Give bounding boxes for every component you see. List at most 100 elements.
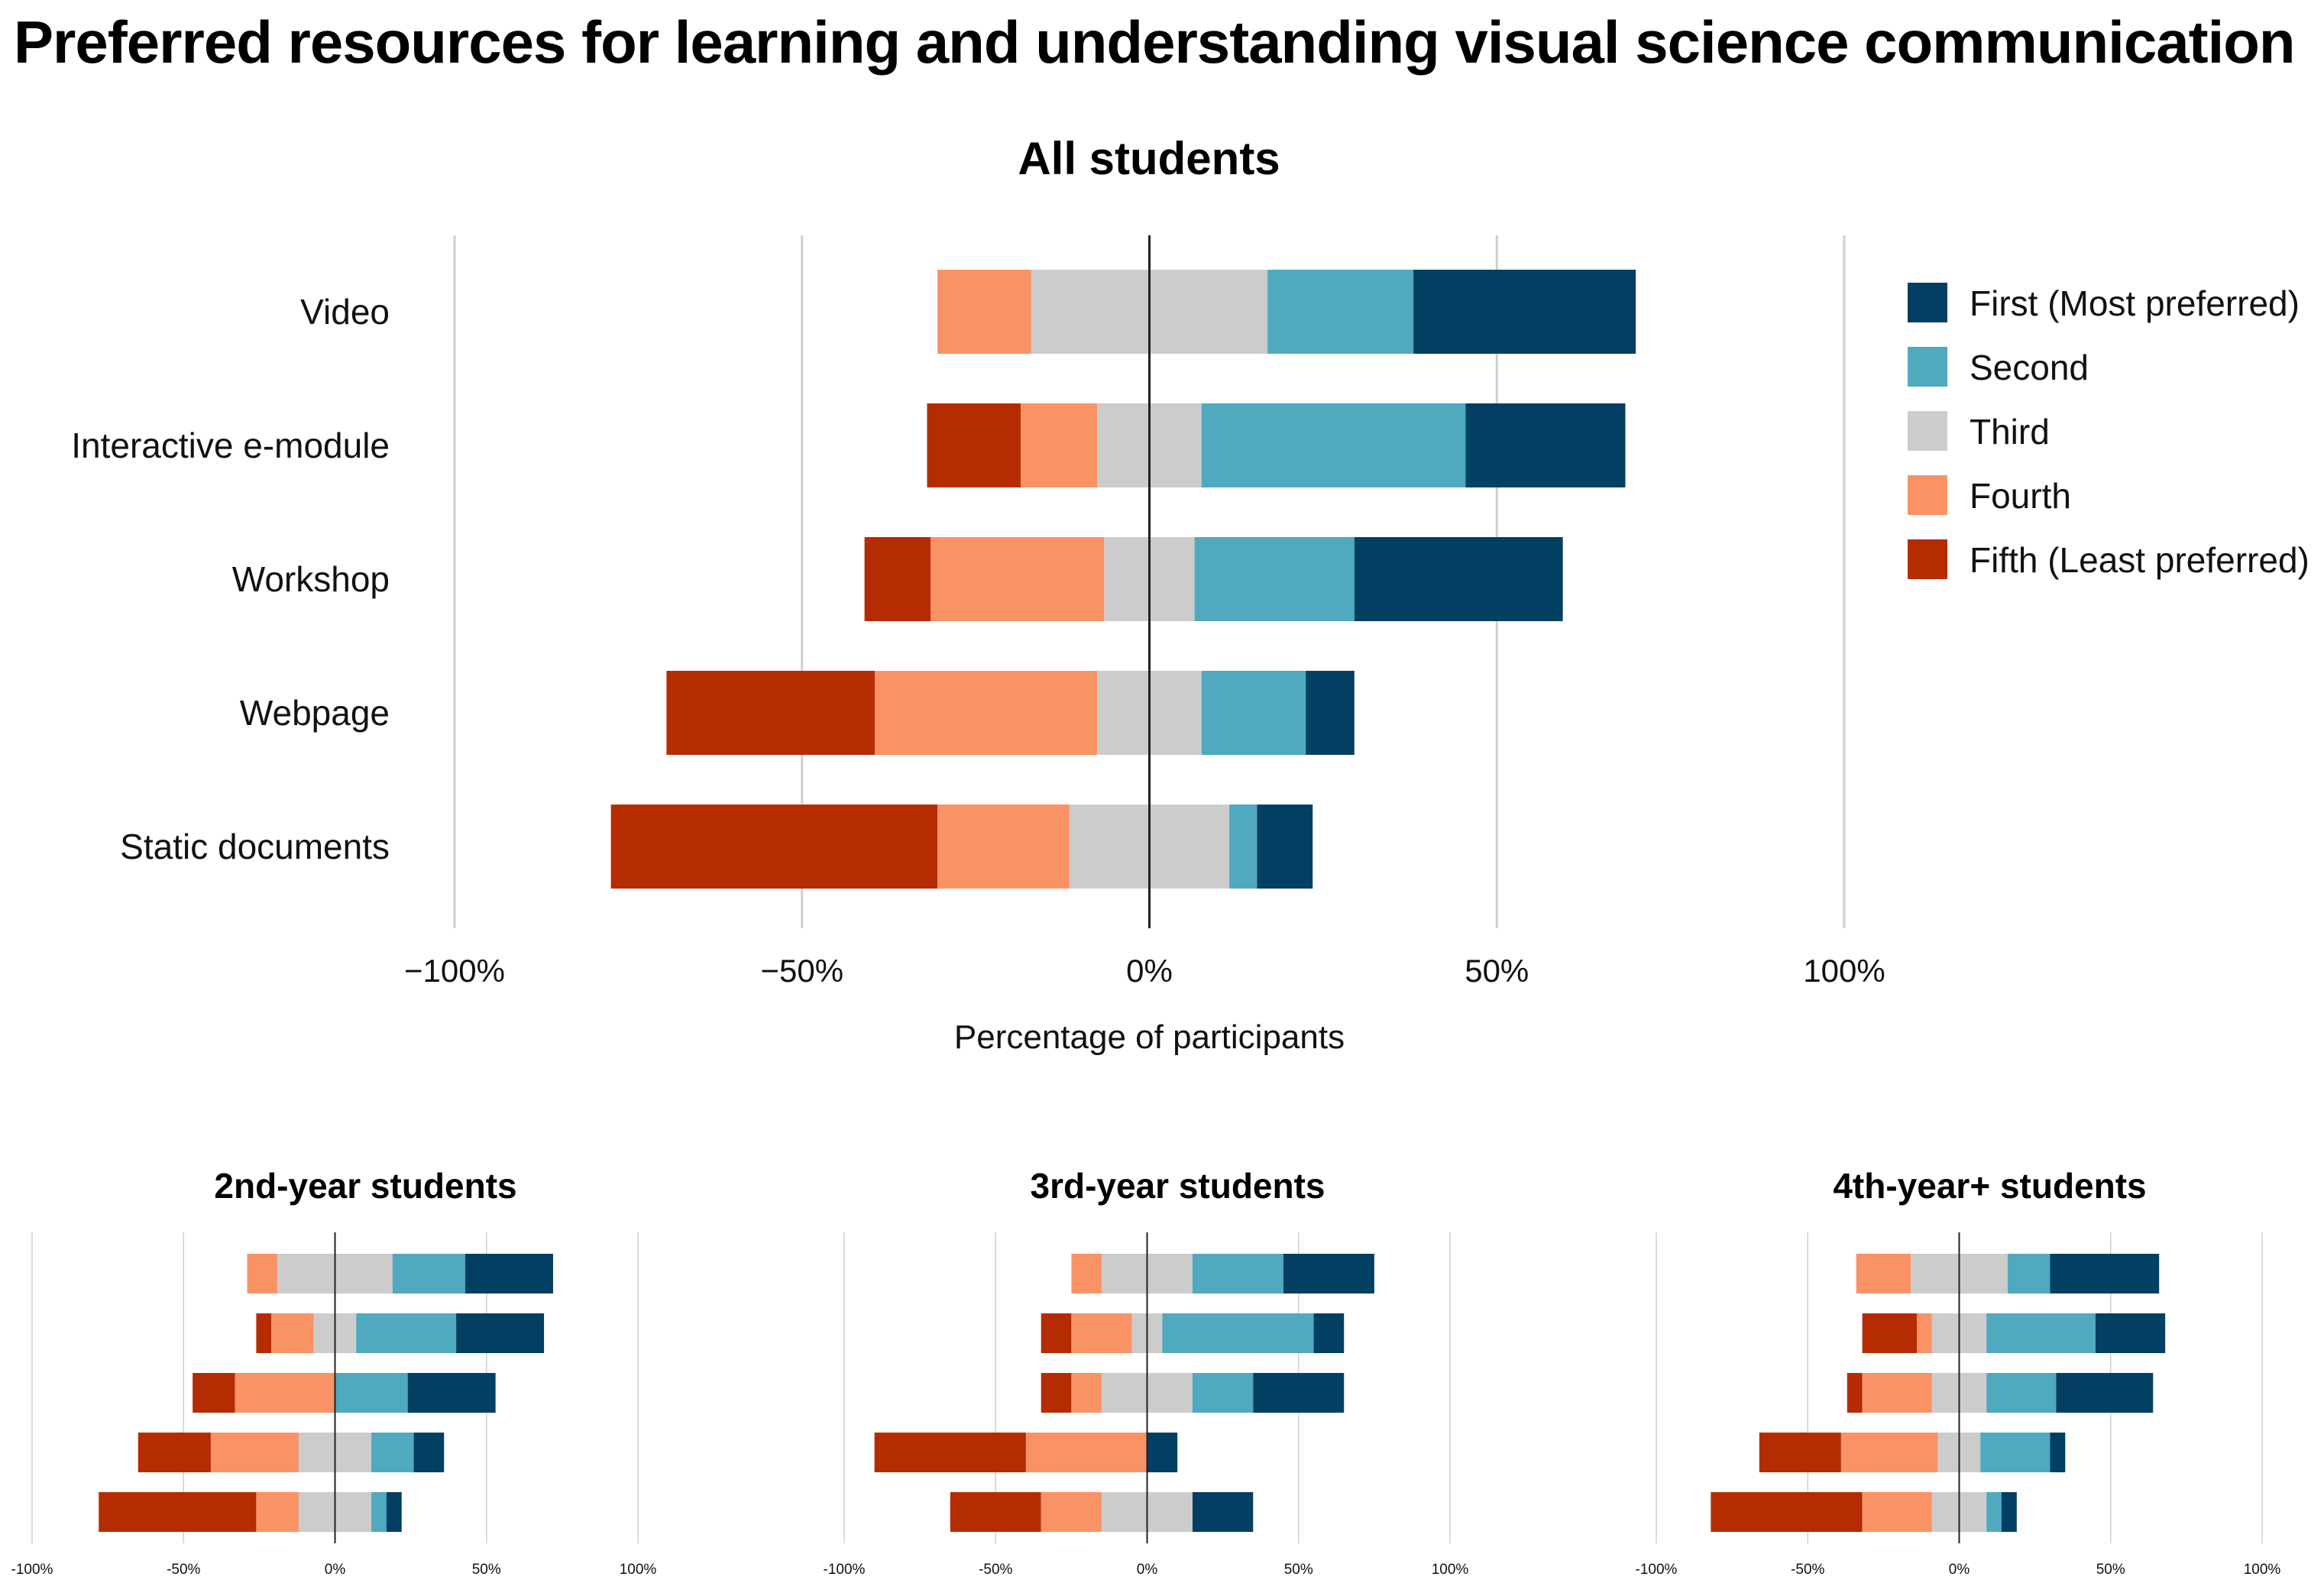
bar-video-fourth — [937, 270, 1031, 354]
bar-video-first-most-preferred — [1283, 1254, 1374, 1294]
x-tick-label: 100% — [2244, 1562, 2281, 1578]
chart-3rd-year-students: -100% -50% 0% 50% 100% 3rd-year students — [824, 1166, 1469, 1578]
bar-interactive-e-module-second — [1162, 1313, 1314, 1353]
bar-static-documents-fourth — [256, 1492, 299, 1532]
bar-workshop-fifth-least-preferred — [864, 537, 931, 621]
bar-workshop-first-most-preferred — [407, 1373, 496, 1413]
bar-video-second — [1267, 270, 1414, 354]
bar-webpage-fourth — [875, 671, 1098, 755]
chart-title: All students — [1018, 133, 1280, 184]
bar-workshop-first-most-preferred — [1354, 537, 1563, 621]
x-tick-label: 50% — [1465, 953, 1529, 989]
legend-label-fourth: Fourth — [1970, 476, 2071, 516]
bar-static-documents-fourth — [1862, 1492, 1932, 1532]
x-tick-label: −100% — [404, 953, 505, 989]
x-tick-label: -50% — [979, 1562, 1012, 1578]
x-tick-label: 100% — [1803, 953, 1885, 989]
bar-static-documents-fifth-least-preferred — [950, 1492, 1041, 1532]
x-tick-label: -50% — [167, 1562, 200, 1578]
legend-swatch-third — [1908, 411, 1947, 451]
bar-workshop-second — [335, 1373, 408, 1413]
bar-video-fourth — [1856, 1254, 1911, 1294]
bar-interactive-e-module-fourth — [1021, 403, 1098, 487]
bar-interactive-e-module-first-most-preferred — [2095, 1313, 2166, 1353]
legend: First (Most preferred) Second Third Fourth F… — [1908, 283, 2309, 580]
chart-all-students: −100% −50% 0% 50% 100% All students Percentage… — [71, 133, 1885, 1056]
bar-workshop-fourth — [235, 1373, 335, 1413]
category-label: Video — [300, 292, 390, 332]
bar-workshop-fourth — [1862, 1373, 1932, 1413]
bar-static-documents-second — [371, 1492, 387, 1532]
legend-label-third: Third — [1970, 412, 2050, 452]
bar-webpage-fifth-least-preferred — [138, 1433, 211, 1472]
legend-label-fifth-least-preferred: Fifth (Least preferred) — [1970, 540, 2309, 580]
legend-label-second: Second — [1970, 348, 2089, 387]
bar-webpage-first-most-preferred — [413, 1433, 445, 1472]
bar-interactive-e-module-fifth-least-preferred — [1862, 1313, 1917, 1353]
bar-static-documents-second — [1229, 805, 1257, 889]
category-label: Static documents — [120, 827, 390, 866]
chart-title: 4th-year+ students — [1833, 1166, 2146, 1206]
bar-static-documents-fourth — [1041, 1492, 1102, 1532]
bar-static-documents-first-most-preferred — [386, 1492, 402, 1532]
bar-webpage-fourth — [210, 1433, 299, 1472]
bar-video-first-most-preferred — [1413, 270, 1636, 354]
bar-workshop-first-most-preferred — [2056, 1373, 2154, 1413]
bar-webpage-fourth — [1025, 1433, 1147, 1472]
legend-label-first-most-preferred: First (Most preferred) — [1970, 283, 2300, 323]
bar-video-first-most-preferred — [2050, 1254, 2160, 1294]
bar-webpage-first-most-preferred — [2050, 1433, 2066, 1472]
bar-video-fourth — [1071, 1254, 1102, 1294]
bar-workshop-second — [1986, 1373, 2057, 1413]
chart-2nd-year-students: -100% -50% 0% 50% 100% 2nd-year students — [11, 1166, 657, 1578]
bar-static-documents-fifth-least-preferred — [1711, 1492, 1863, 1532]
bar-workshop-fourth — [931, 537, 1105, 621]
x-tick-label: 0% — [1949, 1562, 1970, 1578]
bar-interactive-e-module-fifth-least-preferred — [927, 403, 1021, 487]
bar-workshop-fourth — [1071, 1373, 1102, 1413]
bar-static-documents-fifth-least-preferred — [610, 805, 938, 889]
bar-webpage-fifth-least-preferred — [1759, 1433, 1841, 1472]
bar-interactive-e-module-first-most-preferred — [1313, 1313, 1345, 1353]
x-tick-label: 0% — [1137, 1562, 1158, 1578]
x-tick-label: 100% — [1432, 1562, 1469, 1578]
bar-video-first-most-preferred — [464, 1254, 553, 1294]
bar-interactive-e-module-fourth — [271, 1313, 314, 1353]
category-label: Interactive e-module — [71, 426, 390, 465]
bar-static-documents-fourth — [937, 805, 1070, 889]
bar-workshop-fifth-least-preferred — [1041, 1373, 1072, 1413]
bar-static-documents-second — [1986, 1492, 2002, 1532]
legend-swatch-first-most-preferred — [1908, 283, 1947, 322]
x-tick-label: −50% — [760, 953, 843, 989]
bar-webpage-first-most-preferred — [1147, 1433, 1178, 1472]
bar-interactive-e-module-fifth-least-preferred — [256, 1313, 272, 1353]
bar-workshop-first-most-preferred — [1253, 1373, 1345, 1413]
bar-workshop-second — [1194, 537, 1355, 621]
bar-video-second — [2007, 1254, 2050, 1294]
x-axis-title: Percentage of participants — [954, 1018, 1345, 1056]
bar-webpage-second — [1201, 671, 1306, 755]
x-tick-label: 50% — [1284, 1562, 1313, 1578]
x-tick-label: -100% — [1636, 1562, 1678, 1578]
bar-static-documents-fifth-least-preferred — [99, 1492, 257, 1532]
category-label: Webpage — [240, 693, 390, 733]
bar-static-documents-first-most-preferred — [2002, 1492, 2017, 1532]
x-tick-label: 50% — [2096, 1562, 2125, 1578]
legend-swatch-second — [1908, 347, 1947, 387]
main-title: Preferred resources for learning and und… — [14, 8, 2296, 76]
bar-interactive-e-module-fourth — [1916, 1313, 1932, 1353]
bar-static-documents-first-most-preferred — [1192, 1492, 1254, 1532]
x-tick-label: -50% — [1791, 1562, 1824, 1578]
bar-video-second — [1192, 1254, 1283, 1294]
bar-webpage-fifth-least-preferred — [666, 671, 876, 755]
x-tick-label: 0% — [1126, 953, 1173, 989]
bar-interactive-e-module-fourth — [1071, 1313, 1132, 1353]
bar-workshop-fifth-least-preferred — [1847, 1373, 1863, 1413]
x-tick-label: -100% — [824, 1562, 866, 1578]
bar-workshop-fifth-least-preferred — [193, 1373, 235, 1413]
x-tick-label: 50% — [472, 1562, 501, 1578]
bar-webpage-fourth — [1840, 1433, 1938, 1472]
x-tick-label: -100% — [11, 1562, 53, 1578]
bar-webpage-second — [1980, 1433, 2050, 1472]
